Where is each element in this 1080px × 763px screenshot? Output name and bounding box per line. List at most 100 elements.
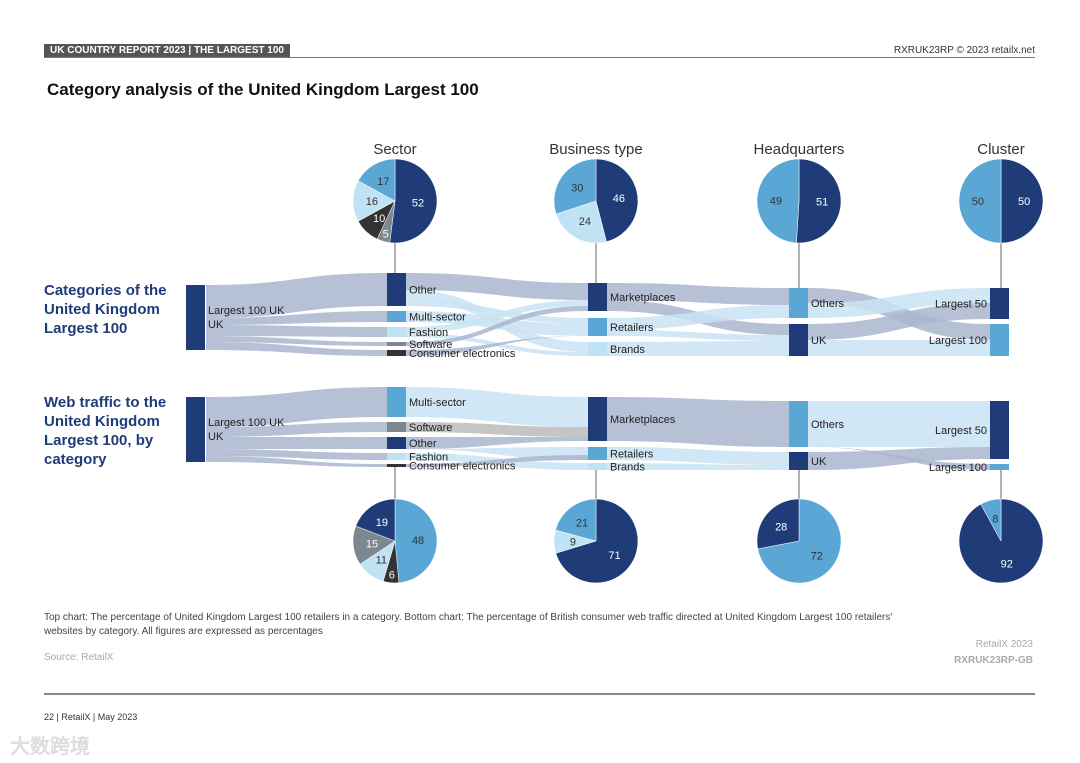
watermark: 大数跨境 bbox=[10, 736, 90, 758]
sankey-flow bbox=[206, 437, 387, 449]
sankey-flow bbox=[607, 447, 789, 465]
sankey-node bbox=[588, 463, 607, 470]
sankey-node bbox=[186, 285, 205, 350]
pie-value-label: 10 bbox=[373, 213, 385, 225]
pie-value-label: 8 bbox=[992, 514, 998, 526]
sankey-node-label: UK bbox=[811, 456, 827, 468]
sankey-node-label: Fashion bbox=[409, 452, 448, 464]
sankey-node bbox=[387, 437, 406, 449]
sankey-flow bbox=[607, 341, 789, 356]
sankey-flow bbox=[808, 401, 990, 447]
chart-code: RXRUK23RP-GB bbox=[954, 655, 1033, 666]
pie-value-label: 92 bbox=[1001, 558, 1013, 570]
page-title: Category analysis of the United Kingdom … bbox=[47, 80, 479, 99]
footer-divider bbox=[44, 693, 1035, 695]
sankey-node bbox=[387, 464, 406, 467]
sankey-flow bbox=[206, 311, 387, 325]
report-header-tag: UK COUNTRY REPORT 2023 | THE LARGEST 100 bbox=[44, 44, 290, 57]
pie-slice-marketplaces bbox=[595, 158, 639, 242]
pie-slice-retailers bbox=[553, 158, 597, 215]
pie-value-label: 72 bbox=[811, 551, 823, 563]
sankey-node bbox=[387, 327, 406, 337]
pie-value-label: 28 bbox=[775, 521, 787, 533]
sankey-node bbox=[387, 453, 406, 460]
sankey-node-label: Multi-sector bbox=[409, 312, 466, 324]
pie-value-label: 19 bbox=[376, 517, 388, 529]
sankey-node bbox=[588, 318, 607, 336]
sankey-flow bbox=[406, 336, 588, 356]
sankey-node-label: UK bbox=[811, 335, 827, 347]
sankey-node-label: Largest 100 bbox=[929, 462, 987, 474]
row-label-categories: Categories of the United Kingdom Largest… bbox=[44, 282, 167, 337]
pie-slice-uk bbox=[756, 498, 800, 550]
sankey-node bbox=[387, 342, 406, 346]
pie-slice-other bbox=[389, 158, 438, 244]
pie-slice-largest-100 bbox=[958, 158, 1002, 244]
sankey-node bbox=[990, 324, 1009, 356]
pie-value-label: 11 bbox=[376, 555, 387, 567]
sankey-flow bbox=[406, 387, 588, 427]
sankey-flow bbox=[808, 447, 990, 470]
copyright-text: RetailX 2023 bbox=[975, 639, 1033, 650]
sankey-node-label: Others bbox=[811, 419, 845, 431]
row-label-web-traffic: Web traffic to the United Kingdom Larges… bbox=[44, 394, 167, 468]
column-title: Business type bbox=[549, 141, 642, 158]
sankey-node-label: Consumer electronics bbox=[409, 461, 516, 473]
sankey-flow bbox=[206, 449, 387, 460]
report-header-code: RXRUK23RP © 2023 retailx.net bbox=[893, 45, 1035, 56]
pie-value-label: 49 bbox=[770, 195, 782, 207]
sankey-flow bbox=[607, 305, 789, 330]
pie-value-label: 15 bbox=[366, 539, 378, 551]
pie-slice-brands bbox=[555, 200, 607, 244]
sankey-node bbox=[387, 311, 406, 322]
sankey-node-label: Others bbox=[811, 298, 845, 310]
pie-value-label: 71 bbox=[608, 550, 620, 562]
sankey-node bbox=[990, 288, 1009, 319]
sankey-flow bbox=[406, 300, 588, 324]
pie-value-label: 17 bbox=[377, 176, 389, 188]
sankey-flow bbox=[206, 387, 387, 427]
sankey-flow bbox=[406, 422, 588, 437]
sankey-flow bbox=[206, 273, 387, 318]
sankey-node bbox=[387, 273, 406, 306]
pie-value-label: 50 bbox=[972, 196, 984, 208]
pie-slice-retailers bbox=[555, 498, 597, 542]
column-title: Cluster bbox=[977, 141, 1025, 158]
pie-value-label: 52 bbox=[412, 197, 424, 209]
sankey-node-label: Multi-sector bbox=[409, 397, 466, 409]
sankey-node bbox=[387, 387, 406, 417]
sankey-flow bbox=[206, 336, 387, 346]
sankey-node-label: Fashion bbox=[409, 327, 448, 339]
pie-slice-multi-sector bbox=[357, 158, 396, 202]
sankey-node bbox=[588, 342, 607, 356]
sankey-flow bbox=[406, 273, 588, 300]
sankey-node-label: Consumer electronics bbox=[409, 348, 516, 360]
sankey-node bbox=[789, 401, 808, 447]
sankey-node-label: Marketplaces bbox=[610, 414, 676, 426]
pie-value-label: 16 bbox=[366, 196, 378, 208]
sankey-node-label: Largest 50 bbox=[935, 299, 987, 311]
pie-slice-largest-50 bbox=[980, 498, 1002, 542]
pie-slice-others bbox=[756, 158, 800, 244]
pie-slice-marketplaces bbox=[555, 498, 639, 584]
copyright-block: RetailX 2023 RXRUK23RP-GB bbox=[954, 637, 1033, 669]
pie-slice-multi-sector bbox=[394, 498, 438, 584]
pie-value-label: 30 bbox=[571, 182, 583, 194]
sankey-node-label: Software bbox=[409, 339, 452, 351]
sankey-node bbox=[789, 452, 808, 470]
sankey-flow bbox=[607, 397, 789, 447]
pie-value-label: 24 bbox=[579, 216, 591, 228]
sankey-node bbox=[387, 350, 406, 356]
header-divider bbox=[44, 57, 1035, 58]
sankey-flow bbox=[406, 300, 588, 333]
sankey-node-label: Retailers bbox=[610, 449, 654, 461]
sankey-flow bbox=[206, 422, 387, 437]
page-number: 22 | RetailX | May 2023 bbox=[44, 712, 138, 722]
sankey-flow bbox=[607, 330, 789, 341]
sankey-flow bbox=[808, 288, 990, 318]
sankey-node-label: Other bbox=[409, 438, 437, 450]
pie-value-label: 9 bbox=[570, 536, 576, 548]
pie-value-label: 6 bbox=[389, 569, 395, 581]
sankey-node-label: Software bbox=[409, 422, 452, 434]
pie-value-label: 48 bbox=[412, 535, 424, 547]
